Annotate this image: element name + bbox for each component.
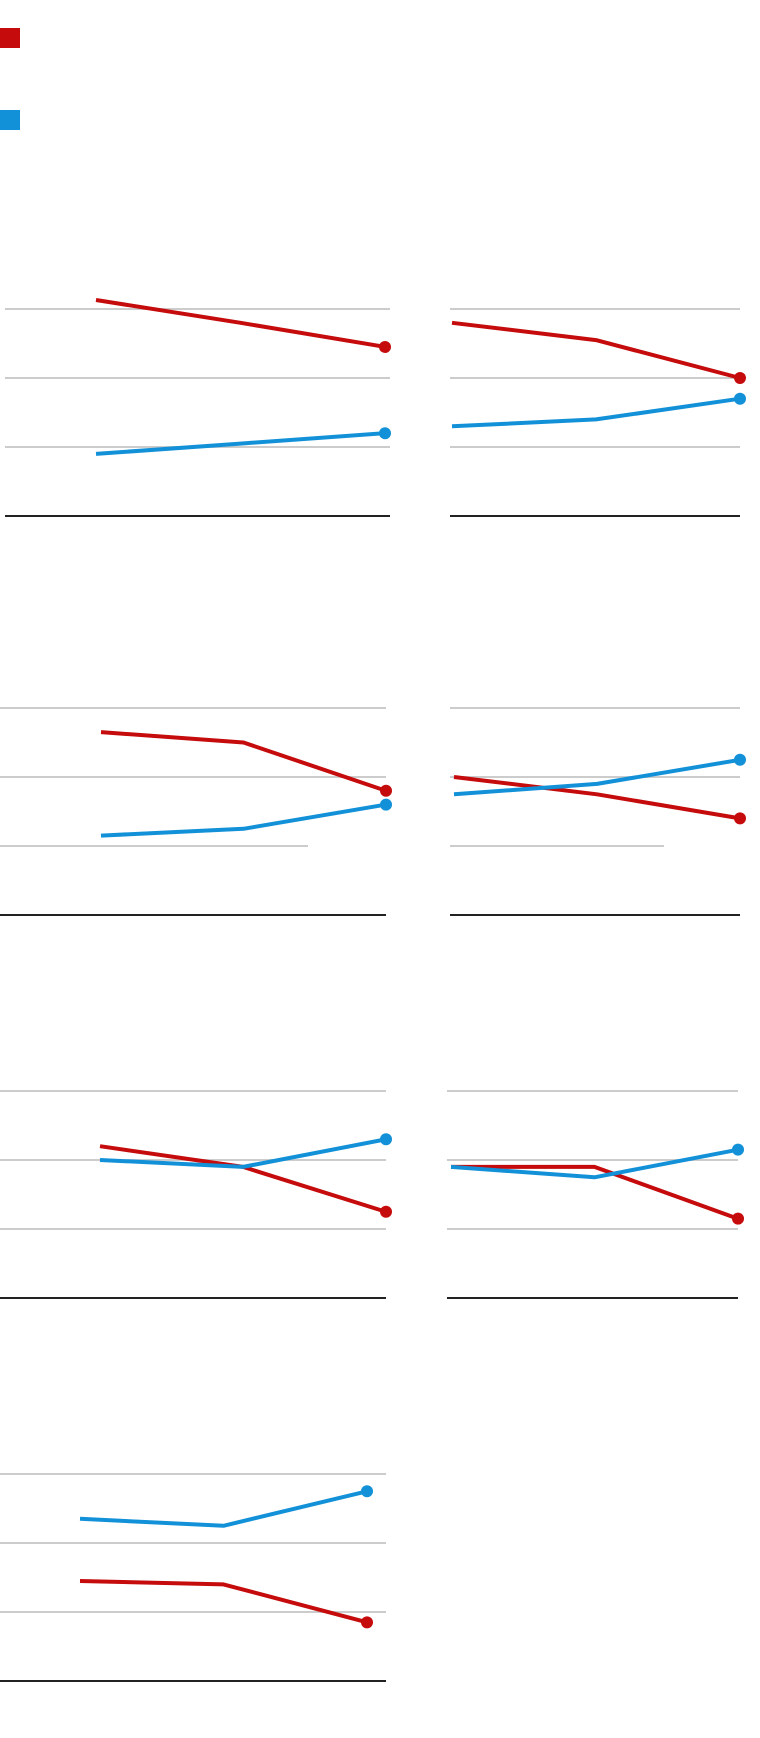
legend-swatch-red	[0, 28, 20, 48]
series-line-red	[100, 730, 387, 793]
chart-panel-1	[5, 298, 391, 517]
legend-swatch-blue	[0, 110, 20, 130]
end-point-blue	[380, 798, 392, 811]
chart-panel-2	[450, 308, 746, 517]
end-point-red	[734, 812, 746, 825]
end-point-blue	[361, 1485, 373, 1498]
end-point-red	[380, 784, 392, 797]
series-line-blue	[450, 1147, 739, 1180]
chart-panel-3	[0, 707, 392, 916]
chart-panel-6	[447, 1090, 744, 1299]
series-line-blue	[453, 757, 741, 797]
chart-panel-5	[0, 1090, 392, 1299]
series-line-red	[451, 1164, 739, 1221]
end-point-red	[734, 372, 746, 384]
end-point-blue	[379, 427, 391, 440]
end-point-blue	[732, 1143, 744, 1156]
series-line-blue	[79, 1489, 368, 1528]
series-line-blue	[95, 431, 386, 456]
end-point-red	[361, 1616, 373, 1629]
end-point-blue	[380, 1133, 392, 1146]
series-line-red	[99, 1144, 387, 1214]
series-line-red	[451, 320, 741, 380]
end-point-red	[732, 1212, 744, 1225]
series-line-blue	[99, 1137, 387, 1169]
series-line-red	[95, 298, 386, 349]
series-line-blue	[100, 802, 387, 838]
end-point-blue	[734, 753, 746, 766]
series-line-blue	[451, 396, 741, 429]
chart-panel-7	[0, 1473, 386, 1682]
end-point-blue	[734, 392, 746, 405]
chart-panel-4	[450, 707, 746, 916]
series-line-red	[79, 1579, 368, 1625]
series-line-red	[453, 775, 741, 821]
end-point-red	[379, 340, 391, 353]
end-point-red	[380, 1205, 392, 1218]
